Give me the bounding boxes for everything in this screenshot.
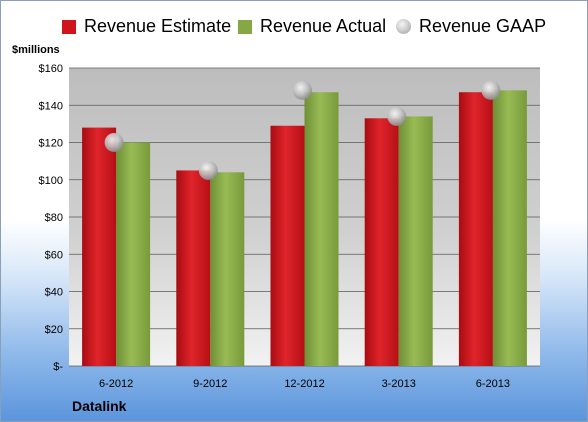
y-tick-label: $160 — [39, 63, 63, 75]
legend-swatch-estimate — [62, 19, 76, 34]
legend-item-estimate: Revenue Estimate — [62, 16, 231, 37]
x-tick-label: 3-2013 — [382, 378, 416, 390]
y-tick-label: $40 — [45, 287, 63, 299]
y-tick-label: $80 — [45, 212, 63, 224]
legend-label-estimate: Revenue Estimate — [84, 16, 232, 36]
marker-revenue-gaap — [387, 106, 407, 126]
bar-revenue-estimate — [176, 170, 211, 366]
y-tick-label: $100 — [39, 175, 63, 187]
company-name: Datalink — [72, 398, 127, 414]
marker-revenue-gaap — [198, 160, 218, 180]
y-tick-label: $120 — [39, 138, 63, 150]
bar-revenue-actual — [492, 90, 527, 366]
legend-label-actual: Revenue Actual — [260, 16, 387, 36]
y-tick-label: $60 — [45, 249, 63, 261]
x-tick-label: 12-2012 — [284, 378, 324, 390]
y-tick-label: $20 — [45, 324, 63, 336]
marker-revenue-gaap — [481, 80, 501, 100]
marker-revenue-gaap — [293, 80, 312, 100]
legend-label-gaap: Revenue GAAP — [419, 16, 547, 36]
chart-legend: Revenue Estimate Revenue Actual Revenue … — [0, 16, 588, 42]
marker-revenue-gaap — [104, 133, 124, 152]
bar-revenue-estimate — [270, 125, 305, 366]
x-tick-label: 6-2013 — [476, 378, 510, 390]
x-tick-label: 9-2012 — [193, 378, 227, 390]
y-tick-label: $- — [53, 361, 63, 373]
bar-revenue-actual — [210, 172, 245, 366]
bar-revenue-estimate — [364, 118, 399, 366]
legend-item-actual: Revenue Actual — [238, 16, 386, 37]
bar-revenue-actual — [116, 142, 151, 366]
bar-revenue-estimate — [458, 92, 493, 367]
bar-revenue-actual — [304, 92, 339, 367]
y-tick-label: $140 — [39, 100, 63, 112]
legend-marker-gaap — [396, 19, 411, 34]
x-tick-label: 6-2012 — [99, 378, 133, 390]
legend-swatch-actual — [238, 19, 252, 34]
y-axis-units-label: $millions — [12, 44, 60, 56]
bar-revenue-actual — [398, 116, 433, 366]
legend-item-gaap: Revenue GAAP — [396, 16, 546, 37]
bar-revenue-estimate — [82, 127, 117, 366]
